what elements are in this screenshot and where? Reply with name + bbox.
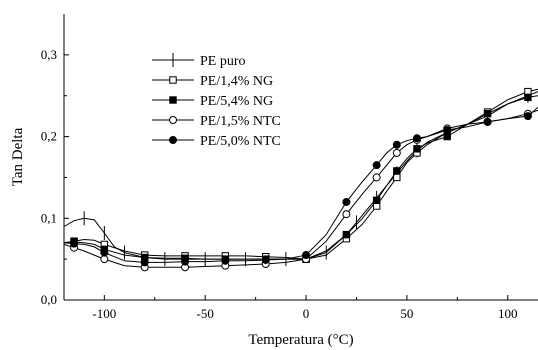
legend-marker bbox=[169, 96, 177, 104]
x-tick-label: 0 bbox=[303, 306, 310, 321]
legend-item: PE/1,5% NTC bbox=[152, 114, 281, 129]
data-point bbox=[70, 239, 79, 248]
x-axis: -100 -50 0 50 100 bbox=[92, 295, 517, 321]
legend-marker bbox=[169, 116, 177, 124]
legend: PE puro PE/1,4% NG PE/5,4% NG PE/1,5% NTC PE… bbox=[152, 53, 281, 149]
series-line bbox=[63, 106, 538, 263]
plot-frame bbox=[63, 14, 538, 301]
data-point bbox=[221, 256, 230, 265]
series-line bbox=[63, 91, 538, 260]
y-tick-label: 0,0 bbox=[41, 292, 57, 307]
series-4 bbox=[63, 109, 538, 272]
data-point bbox=[443, 132, 451, 141]
data-point bbox=[181, 257, 190, 266]
data-point bbox=[100, 248, 109, 257]
legend-label: PE/5,4% NG bbox=[200, 94, 273, 109]
series-line bbox=[63, 95, 538, 260]
legend-marker bbox=[169, 76, 177, 84]
legend-label: PE/5,0% NTC bbox=[200, 134, 281, 149]
data-point bbox=[524, 93, 532, 102]
data-point bbox=[372, 173, 381, 182]
data-point bbox=[372, 196, 381, 205]
legend-item: PE/1,4% NG bbox=[152, 74, 273, 89]
series-line bbox=[63, 88, 538, 260]
y-tick-label: 0,2 bbox=[41, 129, 57, 144]
data-point bbox=[393, 167, 401, 175]
data-point bbox=[342, 210, 351, 219]
y-tick-label: 0,1 bbox=[41, 210, 57, 225]
legend-label: PE puro bbox=[200, 54, 246, 69]
legend-item: PE/5,4% NG bbox=[152, 94, 273, 109]
y-axis-title: Tan Delta bbox=[10, 127, 26, 186]
legend-marker bbox=[169, 136, 177, 144]
data-point bbox=[393, 173, 401, 182]
series-2 bbox=[63, 87, 538, 263]
x-axis-title: Temperatura (°C) bbox=[248, 332, 353, 348]
series-5 bbox=[63, 106, 538, 267]
y-axis: 0,0 0,1 0,2 0,3 bbox=[41, 47, 69, 307]
x-tick-label: -50 bbox=[197, 306, 214, 321]
legend-label: PE/1,5% NTC bbox=[200, 114, 281, 129]
series-line bbox=[63, 109, 538, 268]
data-point bbox=[392, 140, 401, 149]
legend-item: PE puro bbox=[152, 53, 246, 69]
series-3 bbox=[63, 93, 538, 263]
data-point bbox=[392, 148, 401, 157]
series-1 bbox=[63, 88, 538, 267]
data-point bbox=[261, 255, 270, 264]
data-point bbox=[342, 197, 351, 206]
data-point bbox=[443, 126, 452, 135]
data-point bbox=[302, 251, 311, 260]
x-tick-label: 50 bbox=[400, 306, 413, 321]
data-point bbox=[413, 145, 421, 153]
data-point bbox=[412, 134, 421, 143]
data-point bbox=[342, 230, 351, 239]
x-tick-label: 100 bbox=[498, 306, 518, 321]
legend-item: PE/5,0% NTC bbox=[152, 134, 281, 149]
data-point bbox=[140, 258, 149, 267]
y-tick-label: 0,3 bbox=[41, 47, 57, 62]
data-point bbox=[483, 109, 492, 118]
series-layer bbox=[63, 87, 538, 272]
legend-label: PE/1,4% NG bbox=[200, 74, 273, 89]
data-point bbox=[372, 161, 381, 170]
x-tick-label: -100 bbox=[92, 306, 116, 321]
data-point bbox=[100, 255, 109, 264]
data-point bbox=[483, 117, 492, 126]
data-point bbox=[523, 112, 532, 121]
